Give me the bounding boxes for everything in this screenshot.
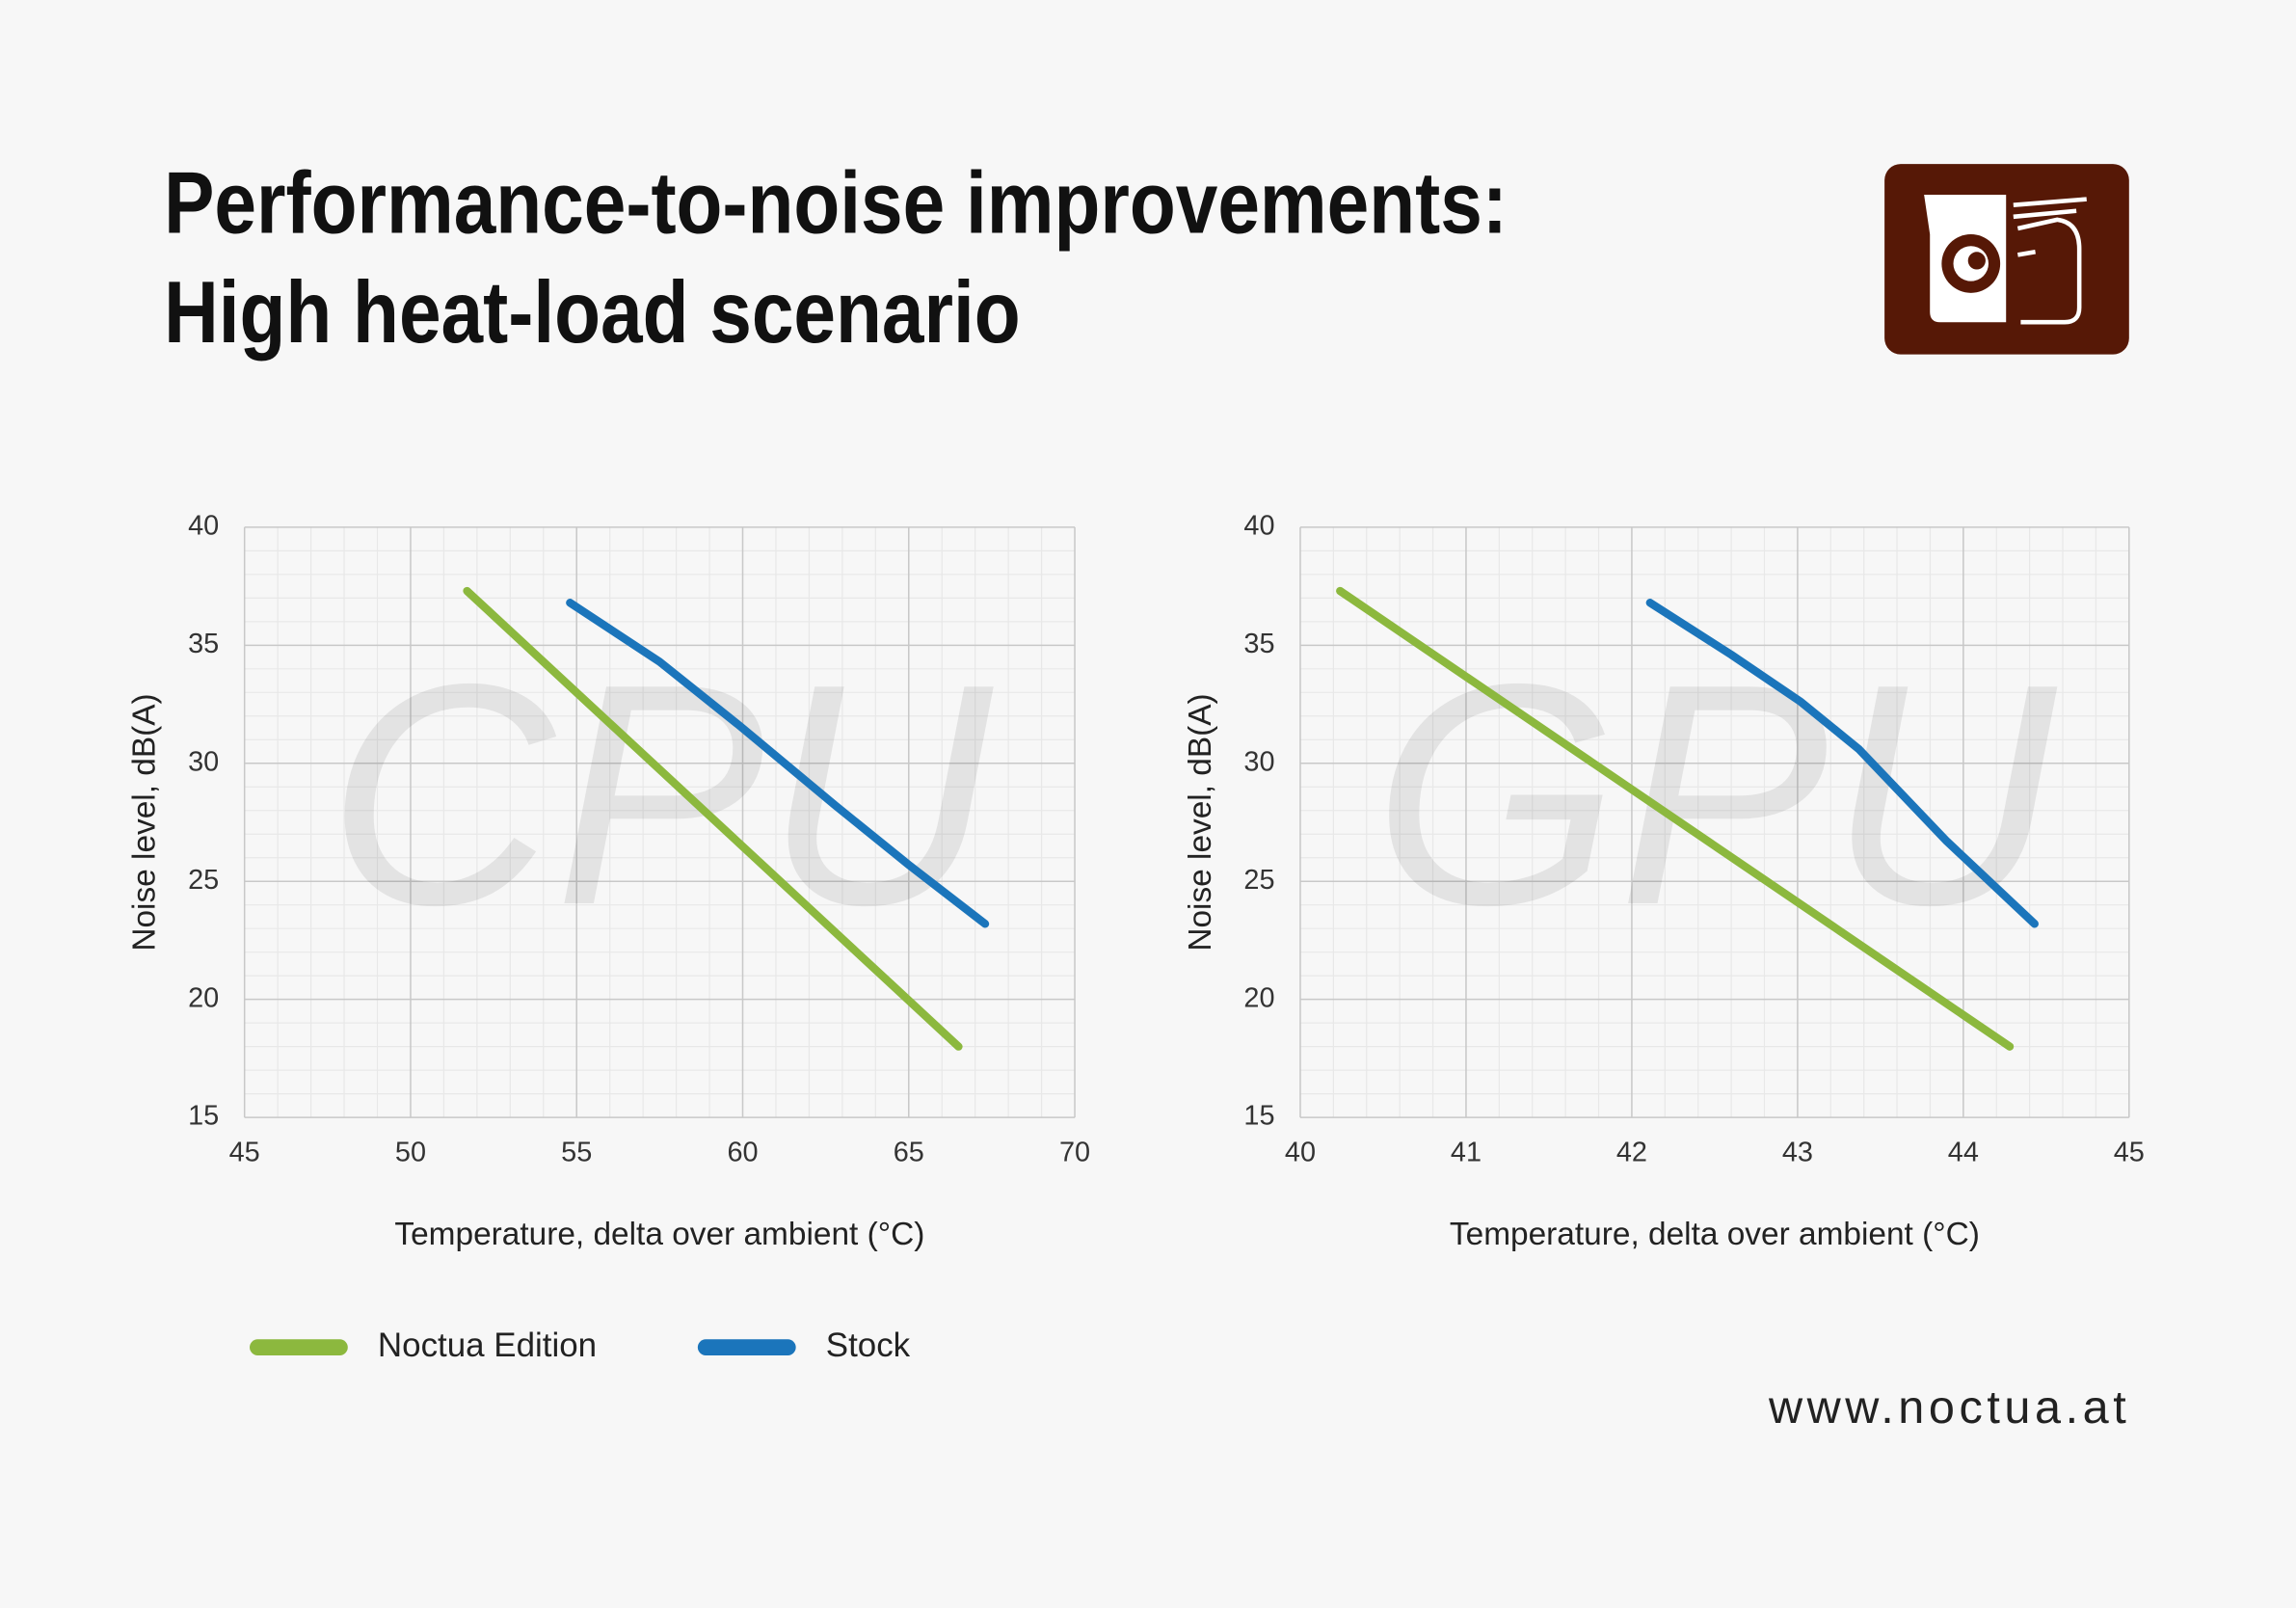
x-tick-label: 45 <box>2114 1138 2145 1168</box>
x-tick-label: 60 <box>727 1138 758 1168</box>
y-tick-label: 30 <box>188 746 219 777</box>
y-tick-label: 15 <box>188 1101 219 1132</box>
x-axis-label: Temperature, delta over ambient (°C) <box>394 1217 924 1252</box>
y-axis-label: Noise level, dB(A) <box>1183 693 1218 951</box>
y-tick-label: 40 <box>188 511 219 542</box>
y-tick-label: 40 <box>1243 511 1274 542</box>
series-line <box>1645 599 2039 928</box>
x-tick-label: 45 <box>229 1138 260 1168</box>
x-tick-label: 41 <box>1451 1138 1482 1168</box>
title-line: High heat-load scenario <box>164 264 1020 362</box>
y-tick-label: 35 <box>188 629 219 659</box>
y-tick-label: 30 <box>1243 746 1274 777</box>
x-tick-label: 40 <box>1285 1138 1316 1168</box>
title-group: Performance-to-noise improvements: High … <box>164 154 1508 362</box>
logo-pupil <box>1967 252 1986 270</box>
y-tick-label: 35 <box>1243 629 1274 659</box>
title-line: Performance-to-noise improvements: <box>164 154 1508 253</box>
series-line <box>463 586 963 1051</box>
x-tick-label: 50 <box>395 1138 426 1168</box>
series-line <box>1336 586 2015 1051</box>
x-tick-label: 42 <box>1616 1138 1647 1168</box>
x-tick-label: 65 <box>894 1138 924 1168</box>
y-tick-label: 20 <box>188 982 219 1013</box>
y-tick-label: 25 <box>188 865 219 896</box>
x-tick-label: 43 <box>1782 1138 1813 1168</box>
legend-label: Noctua Edition <box>378 1327 597 1364</box>
logo-lines <box>2013 197 2087 325</box>
watermark: GPU <box>1374 619 2060 971</box>
y-tick-label: 15 <box>1243 1101 1274 1132</box>
x-tick-label: 44 <box>1948 1138 1979 1168</box>
logo-badge <box>1884 164 2129 355</box>
x-tick-label: 55 <box>561 1138 592 1168</box>
footer-url: www.noctua.at <box>1768 1381 2130 1434</box>
legend-label: Stock <box>826 1327 911 1364</box>
series-line <box>566 599 990 928</box>
y-tick-label: 25 <box>1243 865 1274 896</box>
logo <box>1884 164 2129 355</box>
watermark: CPU <box>328 619 997 971</box>
x-axis-label: Temperature, delta over ambient (°C) <box>1450 1217 1980 1252</box>
y-axis-label: Noise level, dB(A) <box>127 693 163 951</box>
x-tick-label: 70 <box>1059 1138 1090 1168</box>
y-tick-label: 20 <box>1243 982 1274 1013</box>
